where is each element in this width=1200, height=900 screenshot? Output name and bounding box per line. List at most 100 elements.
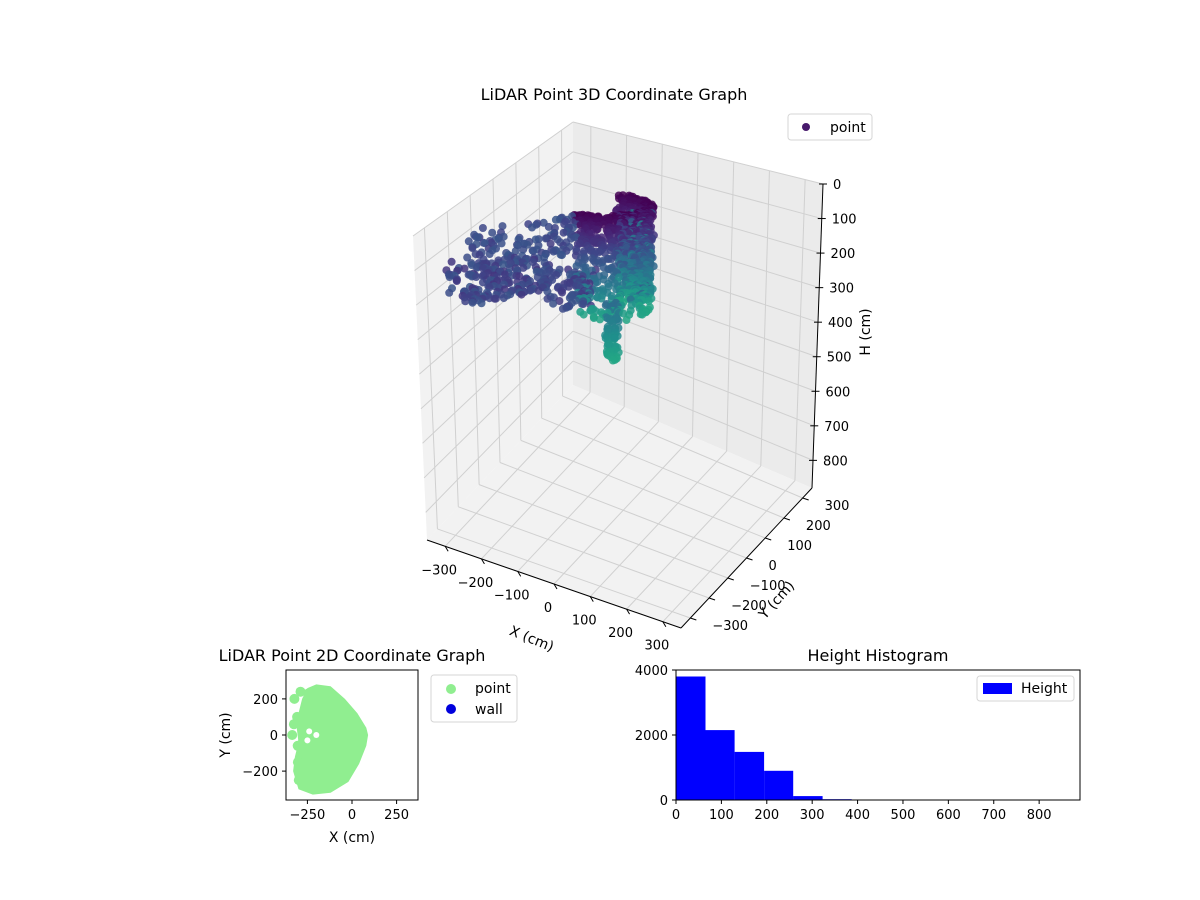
point-3d bbox=[468, 298, 477, 307]
histogram-bar bbox=[764, 770, 794, 801]
y-tick bbox=[708, 597, 716, 601]
chart-2d-xlabel: X (cm) bbox=[329, 830, 375, 846]
z-tick-label: 0 bbox=[833, 178, 841, 193]
point-3d bbox=[579, 300, 588, 308]
chart-3d-points bbox=[442, 191, 658, 365]
x-tick-label: −250 bbox=[290, 808, 326, 823]
point-3d bbox=[529, 247, 538, 256]
y-tick-label: 0 bbox=[270, 729, 278, 744]
point-3d bbox=[572, 262, 581, 271]
histogram-bar bbox=[676, 676, 706, 800]
point-3d bbox=[461, 297, 470, 306]
x-tick-label: 0 bbox=[348, 808, 356, 823]
point-3d bbox=[485, 250, 494, 258]
chart-2d-ticks: −250 0 250 −200 0 200 bbox=[242, 693, 409, 823]
y-tick-label: 100 bbox=[787, 539, 812, 554]
point-3d bbox=[622, 316, 631, 324]
chart-3d-legend-frame bbox=[787, 113, 873, 141]
x-tick-label: 800 bbox=[1027, 808, 1052, 823]
z-tick-label: 500 bbox=[827, 351, 852, 366]
point-2d bbox=[293, 775, 304, 786]
point-3d bbox=[546, 239, 555, 248]
point-3d bbox=[463, 253, 472, 262]
x-tick bbox=[626, 608, 631, 615]
x-tick-label: 100 bbox=[572, 614, 597, 629]
x-tick bbox=[589, 596, 594, 602]
y-tick bbox=[802, 497, 809, 501]
chart-2d-title: LiDAR Point 2D Coordinate Graph bbox=[219, 646, 486, 665]
histogram-bar bbox=[705, 730, 735, 800]
y-tick-label: 0 bbox=[660, 794, 668, 809]
x-tick bbox=[553, 583, 558, 590]
point-3d bbox=[604, 282, 613, 291]
point-3d bbox=[445, 288, 454, 297]
x-tick bbox=[444, 546, 449, 552]
point-3d bbox=[447, 257, 456, 266]
point-3d bbox=[558, 288, 567, 297]
x-tick-label: 300 bbox=[800, 808, 825, 823]
y-tick-label: 2000 bbox=[635, 729, 668, 744]
grid-y-floor bbox=[562, 395, 803, 499]
y-tick bbox=[783, 517, 791, 521]
y-tick bbox=[690, 617, 697, 621]
point-2d bbox=[295, 686, 306, 697]
histogram-legend: Height bbox=[976, 675, 1075, 702]
z-tick-label: 600 bbox=[826, 385, 851, 400]
y-tick bbox=[727, 577, 734, 581]
point-3d bbox=[473, 233, 482, 242]
x-tick-label: 300 bbox=[644, 639, 669, 654]
chart-3d-grid bbox=[412, 121, 824, 623]
chart-3d-legend: point bbox=[787, 113, 873, 141]
point-3d bbox=[472, 273, 481, 281]
histogram-bar bbox=[734, 751, 765, 800]
point-3d bbox=[511, 247, 520, 256]
point-3d bbox=[638, 310, 647, 319]
point-3d bbox=[593, 278, 602, 287]
point-3d bbox=[534, 286, 543, 295]
pane-floor bbox=[427, 385, 812, 628]
point-2d bbox=[289, 693, 300, 704]
point-3d bbox=[497, 239, 506, 248]
point-cloud-2d bbox=[293, 684, 369, 795]
point-3d bbox=[477, 299, 486, 308]
chart-3d: LiDAR Point 3D Coordinate Graph −300 −300… bbox=[412, 85, 874, 655]
y-tick-label: −200 bbox=[731, 599, 767, 614]
point-3d bbox=[517, 290, 526, 299]
z-tick-label: 300 bbox=[829, 282, 854, 297]
y-tick bbox=[746, 557, 753, 561]
point-3d bbox=[595, 315, 604, 324]
point-2d bbox=[292, 711, 303, 722]
histogram-legend-swatch bbox=[983, 683, 1012, 694]
point-3d bbox=[644, 297, 653, 306]
grid-z-left bbox=[425, 360, 574, 513]
cloud-gap bbox=[304, 737, 311, 744]
z-tick-label: 400 bbox=[828, 316, 853, 331]
z-axis-line bbox=[811, 183, 824, 489]
x-tick-label: 500 bbox=[891, 808, 916, 823]
point-3d bbox=[464, 237, 473, 246]
grid-y-left bbox=[515, 162, 522, 441]
point-2d bbox=[303, 688, 314, 699]
x-tick-label: 0 bbox=[672, 808, 680, 823]
point-3d bbox=[499, 260, 508, 269]
point-3d bbox=[549, 299, 558, 308]
grid-y-left bbox=[492, 178, 501, 463]
point-3d bbox=[543, 294, 552, 303]
point-3d bbox=[452, 277, 461, 285]
histogram-legend-frame bbox=[976, 675, 1075, 702]
chart-3d-axes: −300−300−200−200−100−1000010010020020030… bbox=[421, 178, 856, 654]
point-3d bbox=[558, 304, 567, 313]
point-3d bbox=[555, 297, 564, 305]
x-tick-label: 250 bbox=[384, 808, 409, 823]
x-tick-label: −100 bbox=[494, 588, 530, 603]
point-3d bbox=[551, 215, 560, 224]
point-3d bbox=[499, 294, 508, 303]
point-2d bbox=[292, 757, 303, 768]
y-tick-label: 200 bbox=[806, 519, 831, 534]
grid-y-floor bbox=[499, 462, 747, 559]
x-tick bbox=[662, 621, 667, 627]
chart-2d-legend-label-wall: wall bbox=[475, 702, 503, 718]
grid-y-left bbox=[561, 130, 564, 397]
histogram-bar bbox=[793, 796, 823, 800]
